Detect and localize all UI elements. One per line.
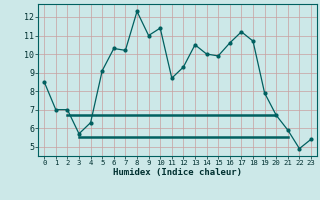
X-axis label: Humidex (Indice chaleur): Humidex (Indice chaleur): [113, 168, 242, 177]
